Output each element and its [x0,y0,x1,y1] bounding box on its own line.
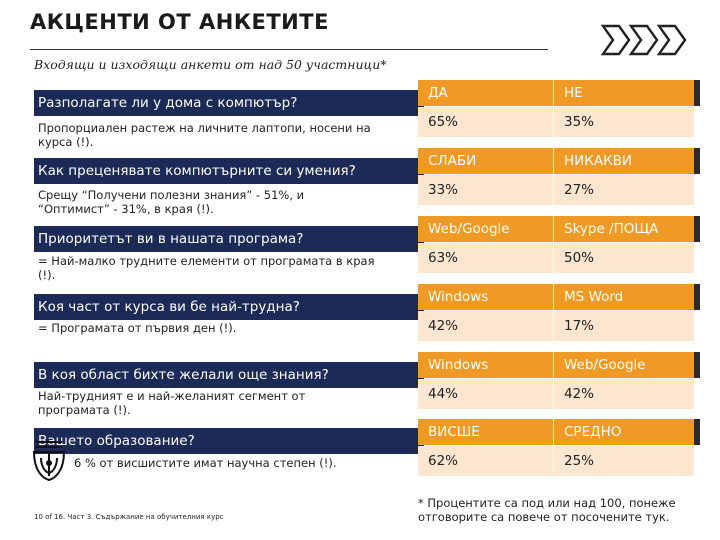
answer-header: Web/Google Skype /ПОЩА [418,216,700,242]
question-note: 6 % от висшистите имат научна степен (!)… [74,456,337,470]
answer-label-2: MS Word [564,289,624,305]
answer-values: 44% 42% [418,379,694,409]
question-note: Пропорциален растеж на личните лаптопи, … [38,121,371,149]
question-bar: Приоритетът ви в нашата програма? [34,226,424,252]
page-subtitle: Входящи и изходящи анкети от над 50 учас… [34,57,387,72]
question-bar: В коя област бихте желали още знания? [34,362,424,388]
answer-label-1: ДА [428,85,448,101]
question-note: = Програмата от първия ден (!). [38,321,237,335]
title-divider [30,49,548,50]
page-footer: 10 of 16. Част 3. Съдържание на обучител… [34,513,224,521]
column-divider [553,80,554,472]
answer-values: 62% 25% [418,446,694,476]
footnote: * Процентите са под или над 100, понеже … [418,496,676,524]
answer-values: 42% 17% [418,311,694,341]
answer-header: Windows Web/Google [418,352,700,378]
answer-label-2: Skype /ПОЩА [564,221,659,237]
answer-value-1: 65% [428,114,459,130]
question-note: = Най-малко трудните елементи от програм… [38,254,375,282]
answer-header: Windows MS Word [418,284,700,310]
answer-label-1: СЛАБИ [428,153,477,169]
page-title: АКЦЕНТИ ОТ АНКЕТИТЕ [30,10,329,34]
answer-header: ВИСШЕ СРЕДНО [418,419,700,445]
answer-value-2: 50% [564,250,595,266]
answer-label-2: СРЕДНО [564,424,622,440]
answer-label-1: Windows [428,357,489,373]
answer-value-1: 62% [428,453,459,469]
answer-values: 63% 50% [418,243,694,273]
answer-label-1: Web/Google [428,221,510,237]
answer-value-1: 44% [428,386,459,402]
answer-value-1: 42% [428,318,459,334]
answer-label-2: НИКАКВИ [564,153,633,169]
question-note: Срещу “Получени полезни знания” - 51%, и… [38,188,305,216]
answer-label-2: НЕ [564,85,583,101]
answer-value-2: 35% [564,114,595,130]
answer-label-1: Windows [428,289,489,305]
answer-label-1: ВИСШЕ [428,424,480,440]
answer-header: ДА НЕ [418,80,700,106]
question-bar: Как преценявате компютърните си умения? [34,158,424,184]
question-bar: Разполагате ли у дома с компютър? [34,90,424,116]
answer-value-2: 42% [564,386,595,402]
question-bar: Коя част от курса ви бе най-трудна? [34,294,424,320]
answer-value-2: 17% [564,318,595,334]
answer-value-2: 27% [564,182,595,198]
answer-values: 65% 35% [418,107,694,137]
answer-value-1: 33% [428,182,459,198]
answer-value-1: 63% [428,250,459,266]
question-note: Най-трудният е и най-желаният сегмент от… [38,389,306,417]
answer-value-2: 25% [564,453,595,469]
answer-label-2: Web/Google [564,357,646,373]
question-bar: Вашето образование? [34,428,424,454]
crest-seal-icon [32,441,66,482]
answer-values: 33% 27% [418,175,694,205]
answer-header: СЛАБИ НИКАКВИ [418,148,700,174]
chevrons-logo-icon [600,24,687,56]
